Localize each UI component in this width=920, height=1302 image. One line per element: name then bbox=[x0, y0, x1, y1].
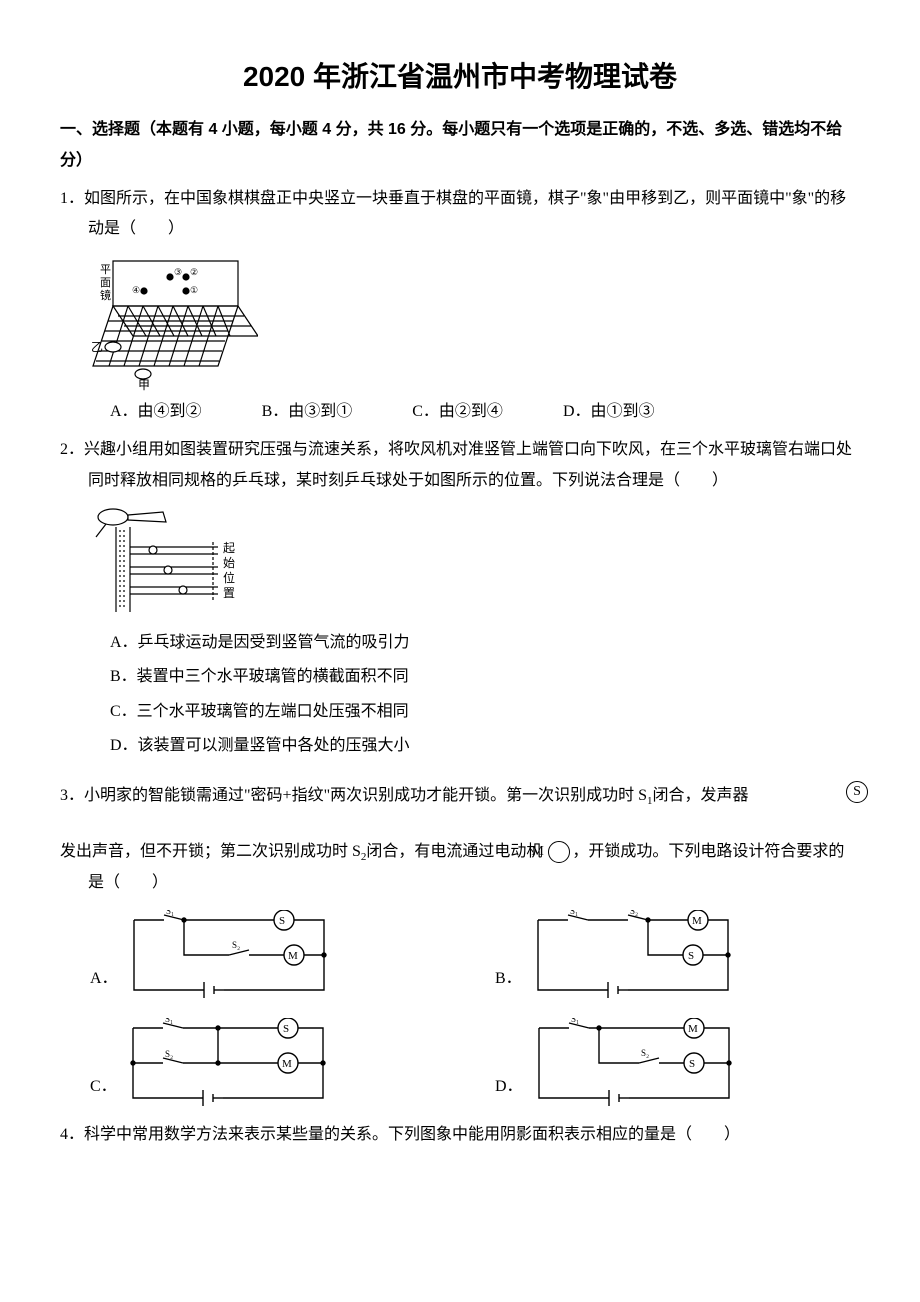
svg-text:S₁: S₁ bbox=[570, 910, 578, 916]
q1-opt-c: C．由②到④ bbox=[412, 397, 503, 427]
svg-text:②: ② bbox=[190, 267, 198, 277]
section-1-header: 一、选择题（本题有 4 小题，每小题 4 分，共 16 分。每小题只有一个选项是… bbox=[60, 115, 860, 176]
question-1: 1．如图所示，在中国象棋棋盘正中央竖立一块垂直于棋盘的平面镜，棋子"象"由甲移到… bbox=[60, 184, 860, 427]
m-icon-inline: M bbox=[548, 841, 570, 863]
svg-text:位: 位 bbox=[223, 570, 235, 585]
q3-text-p2a: 发出声音，但不开锁；第二次识别成功时 S bbox=[60, 843, 361, 860]
q1-opt-d: D．由①到③ bbox=[563, 397, 655, 427]
q2-opt-c: C．三个水平玻璃管的左端口处压强不相同 bbox=[110, 697, 860, 727]
svg-text:S₂: S₂ bbox=[641, 1048, 649, 1058]
svg-text:平: 平 bbox=[100, 264, 111, 276]
svg-text:M: M bbox=[688, 1023, 698, 1035]
question-3: S 3．小明家的智能锁需通过"密码+指纹"两次识别成功才能开锁。第一次识别成功时… bbox=[60, 781, 860, 1108]
svg-text:S₂: S₂ bbox=[165, 1049, 173, 1059]
svg-text:S: S bbox=[688, 950, 694, 962]
svg-text:镜: 镜 bbox=[100, 288, 111, 302]
page-title: 2020 年浙江省温州市中考物理试卷 bbox=[60, 50, 860, 103]
q1-opt-a: A．由④到② bbox=[110, 397, 202, 427]
svg-text:S₂: S₂ bbox=[232, 940, 240, 950]
svg-text:置: 置 bbox=[223, 586, 235, 600]
q1-options: A．由④到② B．由③到① C．由②到④ D．由①到③ bbox=[60, 397, 860, 427]
q2-opt-a: A．乒乓球运动是因受到竖管气流的吸引力 bbox=[110, 628, 860, 658]
svg-text:乙: 乙 bbox=[91, 340, 103, 354]
svg-text:起: 起 bbox=[223, 541, 235, 555]
circuit-b: B． M S₁ S₂ S bbox=[495, 910, 860, 1000]
q1-opt-b: B．由③到① bbox=[262, 397, 353, 427]
svg-text:S₁: S₁ bbox=[165, 1018, 173, 1024]
q1-number: 1． bbox=[60, 190, 84, 207]
circuit-d-label: D． bbox=[495, 1072, 523, 1102]
circuit-a: A． S S₁ M S₂ bbox=[90, 910, 455, 1000]
question-4: 4．科学中常用数学方法来表示某些量的关系。下列图象中能用阴影面积表示相应的量是（… bbox=[60, 1120, 860, 1150]
q3-text-p1b: 闭合，发声器 bbox=[653, 787, 749, 804]
svg-text:S: S bbox=[689, 1058, 695, 1070]
svg-text:M: M bbox=[282, 1058, 292, 1070]
q2-opt-d: D．该装置可以测量竖管中各处的压强大小 bbox=[110, 731, 860, 761]
svg-text:④: ④ bbox=[132, 285, 140, 295]
q4-number: 4． bbox=[60, 1126, 84, 1143]
circuit-c-label: C． bbox=[90, 1072, 117, 1102]
q1-figure: 平 面 镜 ③ ② ④ ① bbox=[88, 251, 860, 391]
svg-text:S: S bbox=[283, 1023, 289, 1035]
q4-text: 科学中常用数学方法来表示某些量的关系。下列图象中能用阴影面积表示相应的量是（ ） bbox=[84, 1126, 740, 1143]
svg-text:面: 面 bbox=[100, 277, 111, 289]
q2-text: 兴趣小组用如图装置研究压强与流速关系，将吹风机对准竖管上端管口向下吹风，在三个水… bbox=[84, 441, 852, 488]
q3-text-p2b: 闭合，有电流通过电动机 bbox=[366, 843, 542, 860]
circuit-b-label: B． bbox=[495, 964, 522, 994]
svg-text:S₂: S₂ bbox=[630, 910, 638, 916]
s-icon-right: S bbox=[846, 781, 868, 803]
svg-text:始: 始 bbox=[223, 556, 235, 570]
svg-text:S₁: S₁ bbox=[166, 910, 174, 916]
q2-opt-b: B．装置中三个水平玻璃管的横截面积不同 bbox=[110, 662, 860, 692]
svg-text:M: M bbox=[288, 950, 298, 962]
q2-figure: 起 始 位 置 bbox=[88, 502, 860, 622]
question-2: 2．兴趣小组用如图装置研究压强与流速关系，将吹风机对准竖管上端管口向下吹风，在三… bbox=[60, 435, 860, 761]
q3-circuits: A． S S₁ M S₂ bbox=[60, 910, 860, 1108]
svg-text:S₁: S₁ bbox=[571, 1018, 579, 1024]
q2-number: 2． bbox=[60, 441, 84, 458]
svg-text:甲: 甲 bbox=[138, 378, 150, 391]
q3-number: 3． bbox=[60, 787, 84, 804]
circuit-a-label: A． bbox=[90, 964, 118, 994]
q2-options: A．乒乓球运动是因受到竖管气流的吸引力 B．装置中三个水平玻璃管的横截面积不同 … bbox=[60, 628, 860, 762]
svg-text:③: ③ bbox=[174, 267, 182, 277]
circuit-d: D． M S₁ S S₂ bbox=[495, 1018, 860, 1108]
svg-text:S: S bbox=[279, 915, 285, 927]
svg-text:①: ① bbox=[190, 285, 198, 295]
circuit-c: C． S S₁ M S₂ bbox=[90, 1018, 455, 1108]
q3-text-p1: 小明家的智能锁需通过"密码+指纹"两次识别成功才能开锁。第一次识别成功时 S bbox=[84, 787, 647, 804]
q1-text: 如图所示，在中国象棋棋盘正中央竖立一块垂直于棋盘的平面镜，棋子"象"由甲移到乙，… bbox=[84, 190, 846, 237]
svg-text:M: M bbox=[692, 915, 702, 927]
